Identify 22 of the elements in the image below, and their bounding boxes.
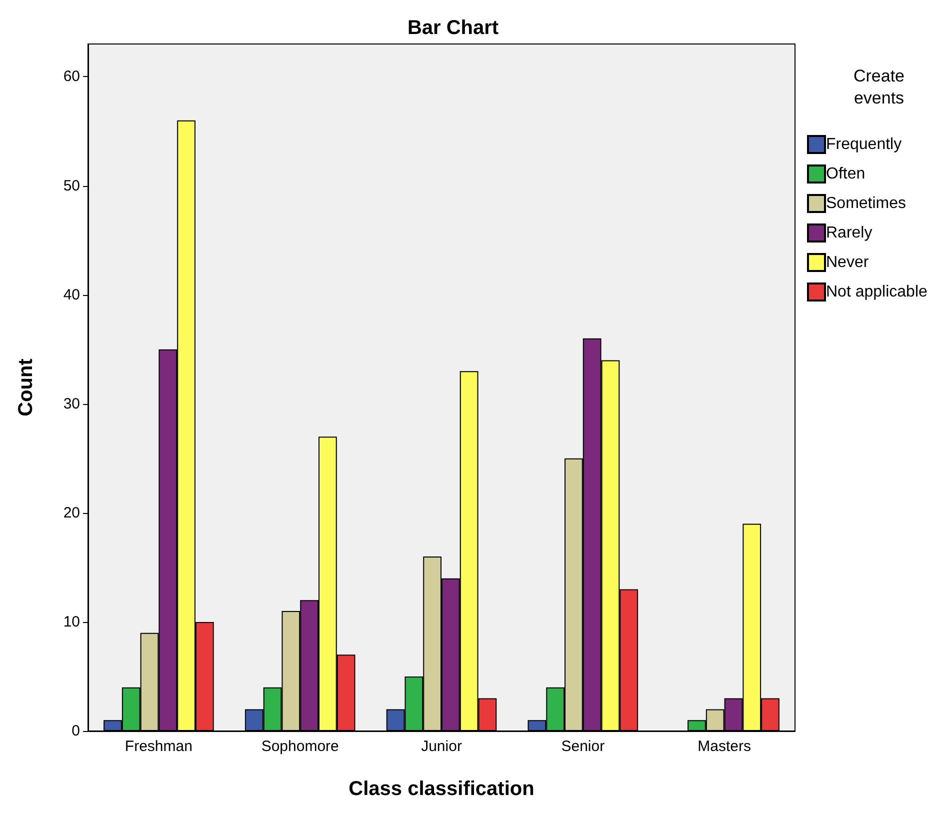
y-tick-label: 30 <box>63 395 80 412</box>
x-axis-title: Class classification <box>348 778 534 800</box>
y-tick-label: 50 <box>63 177 80 194</box>
y-tick-label: 10 <box>63 613 80 630</box>
x-tick-label: Senior <box>561 738 605 755</box>
legend-title: Create events <box>853 66 905 108</box>
y-tick-label: 20 <box>63 504 80 522</box>
legend-label: Often <box>826 166 866 182</box>
y-tick-label: 40 <box>63 286 80 304</box>
legend-label: Sometimes <box>826 195 906 212</box>
y-tick-label: 0 <box>72 722 80 740</box>
legend-label: Never <box>826 254 870 271</box>
legend-label: Frequently <box>826 136 902 153</box>
x-tick-label: Sophomore <box>261 738 339 755</box>
x-tick-label: Freshman <box>124 738 192 755</box>
legend-label: Rarely <box>826 224 872 242</box>
chart-title: Bar Chart <box>407 17 499 39</box>
x-tick-label: Masters <box>698 738 751 755</box>
y-axis-title: Count <box>15 358 37 416</box>
y-tick-label: 60 <box>63 68 80 86</box>
legend-label: Not applicable <box>826 284 928 300</box>
x-tick-label: Junior <box>421 738 462 755</box>
